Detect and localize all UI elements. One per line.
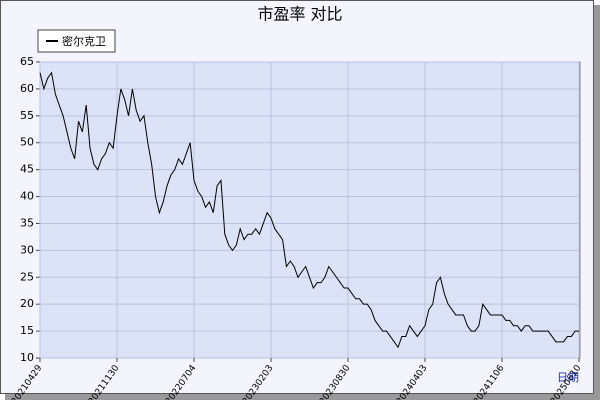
shadow [594, 5, 600, 400]
legend-label: 密尔克卫 [62, 34, 106, 48]
y-tick-label: 45 [20, 163, 34, 176]
chart-title: 市盈率 对比 [257, 5, 342, 24]
y-tick-label: 20 [20, 297, 34, 310]
y-tick-label: 35 [20, 216, 34, 229]
y-tick-label: 60 [20, 82, 34, 95]
x-axis-label: 日期 [557, 371, 579, 384]
y-tick-label: 65 [20, 55, 34, 68]
series-line [39, 71, 579, 349]
y-tick-label: 10 [20, 351, 34, 364]
plot-area [39, 61, 581, 359]
y-tick-label: 40 [20, 190, 34, 203]
y-tick-label: 55 [20, 109, 34, 122]
shadow [5, 394, 600, 400]
y-tick-label: 50 [20, 136, 34, 149]
y-tick-label: 30 [20, 243, 34, 256]
y-tick-label: 25 [20, 270, 34, 283]
y-tick-label: 15 [20, 324, 34, 337]
legend [37, 29, 116, 53]
